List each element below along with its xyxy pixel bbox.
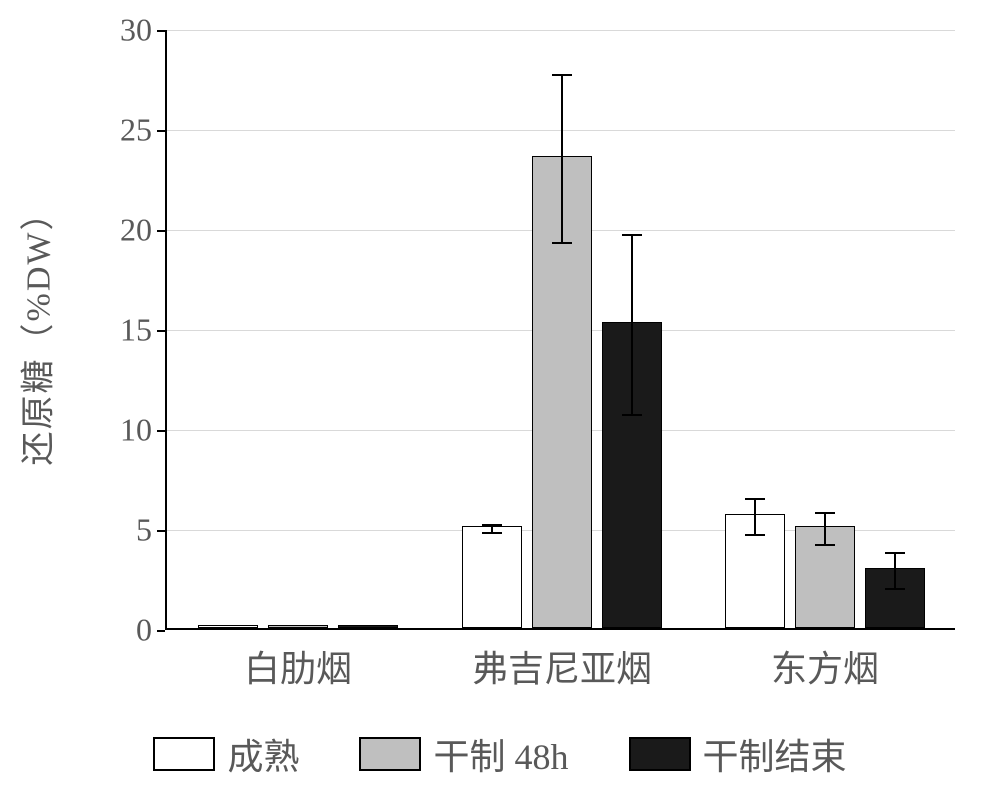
error-cap [885, 552, 905, 554]
error-bar [894, 552, 896, 588]
error-cap [745, 498, 765, 500]
error-cap [482, 532, 502, 534]
y-tick-label: 25 [92, 112, 152, 149]
error-cap [552, 74, 572, 76]
x-category-label: 东方烟 [771, 640, 879, 692]
y-tick [157, 130, 165, 132]
error-bar [631, 234, 633, 414]
bar [338, 625, 398, 628]
y-tick-label: 5 [92, 512, 152, 549]
error-bar [754, 498, 756, 534]
error-bar [561, 74, 563, 242]
bar [268, 625, 328, 628]
y-tick [157, 230, 165, 232]
y-tick [157, 630, 165, 632]
error-cap [552, 242, 572, 244]
y-tick-label: 30 [92, 12, 152, 49]
legend-swatch [153, 737, 215, 771]
y-tick [157, 530, 165, 532]
plot-area: 051015202530白肋烟弗吉尼亚烟东方烟 [165, 30, 955, 630]
y-tick [157, 330, 165, 332]
error-bar [824, 512, 826, 544]
legend-item: 干制 48h [359, 728, 568, 780]
error-cap [885, 588, 905, 590]
legend-swatch [629, 737, 691, 771]
y-axis-title: 还原糖（%DW） [11, 195, 60, 466]
y-tick [157, 30, 165, 32]
error-cap [745, 534, 765, 536]
bar [462, 526, 522, 628]
error-cap [482, 524, 502, 526]
y-tick [157, 430, 165, 432]
x-category-label: 弗吉尼亚烟 [472, 640, 652, 692]
x-category-label: 白肋烟 [244, 640, 352, 692]
legend-item: 成熟 [153, 728, 299, 780]
error-cap [622, 414, 642, 416]
y-tick-label: 10 [92, 412, 152, 449]
y-tick-label: 15 [92, 312, 152, 349]
bar [198, 625, 258, 628]
legend-label: 成熟 [227, 728, 299, 780]
legend-label: 干制 48h [433, 728, 568, 780]
legend: 成熟 干制 48h 干制结束 [0, 728, 1000, 780]
bar-chart: 还原糖（%DW） 051015202530白肋烟弗吉尼亚烟东方烟 成熟 干制 4… [0, 0, 1000, 812]
y-tick-label: 0 [92, 612, 152, 649]
y-tick-label: 20 [92, 212, 152, 249]
grid-line [167, 30, 955, 31]
legend-swatch [359, 737, 421, 771]
legend-label: 干制结束 [703, 728, 847, 780]
legend-item: 干制结束 [629, 728, 847, 780]
error-cap [815, 544, 835, 546]
error-cap [815, 512, 835, 514]
error-cap [622, 234, 642, 236]
